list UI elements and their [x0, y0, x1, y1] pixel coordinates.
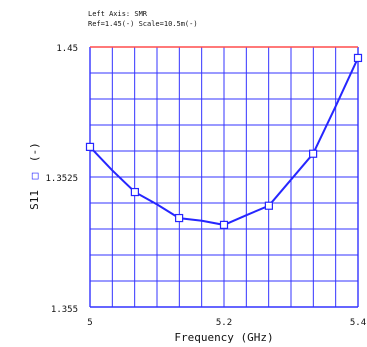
y-axis-label: S11 □ (-)	[28, 142, 41, 210]
y-axis-legend-square: □	[28, 172, 41, 179]
y-tick-label-bottom: 1.355	[51, 305, 78, 315]
data-point-marker	[85, 142, 95, 151]
data-point-marker	[264, 201, 273, 210]
data-point-marker	[219, 220, 229, 229]
series-markers	[85, 53, 363, 229]
y-axis-label-text: S11	[28, 190, 41, 210]
x-axis-label: Frequency (GHz)	[174, 331, 273, 344]
x-tick-label-end: 5.4	[350, 318, 366, 328]
header-ref-scale: Ref=1.45(-) Scale=10.5m(-)	[88, 20, 198, 28]
data-point-marker	[130, 187, 139, 197]
plot-grid	[89, 46, 359, 308]
y-tick-label-top: 1.45	[56, 44, 78, 54]
header-axis-label: Left Axis: SMR	[88, 10, 148, 18]
y-axis-label-group: S11 □ (-)	[28, 142, 41, 210]
y-tick-label-mid: 1.3525	[45, 174, 78, 184]
data-point-marker	[309, 149, 318, 158]
data-point-marker	[175, 213, 184, 223]
data-point-marker	[353, 53, 363, 63]
x-tick-label-start: 5	[87, 318, 92, 328]
x-tick-label-mid: 5.2	[216, 318, 232, 328]
y-axis-label-unit: (-)	[28, 142, 41, 162]
